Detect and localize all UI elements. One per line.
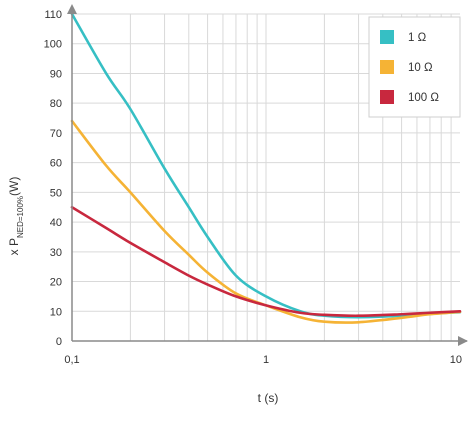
x-tick-label: 0,1	[64, 354, 79, 366]
legend-swatch	[380, 60, 394, 74]
legend-label: 1 Ω	[408, 32, 427, 44]
y-tick-label: 20	[50, 277, 62, 289]
y-axis-label: x PNED=100%(W)	[7, 177, 25, 256]
x-axis-label: t (s)	[258, 391, 279, 405]
y-axis-label-suffix: (W)	[7, 177, 21, 196]
legend-label: 10 Ω	[408, 62, 433, 74]
y-tick-label: 70	[50, 128, 62, 140]
y-tick-label: 0	[56, 336, 62, 348]
x-axis-arrow	[458, 336, 468, 346]
y-tick-label: 10	[50, 306, 62, 318]
y-tick-label: 80	[50, 98, 62, 110]
legend-swatch	[380, 30, 394, 44]
y-axis-arrow	[67, 4, 77, 14]
y-tick-label: 40	[50, 217, 62, 229]
legend-swatch	[380, 90, 394, 104]
x-tick-labels: 0,1 1 10	[64, 354, 462, 366]
y-tick-label: 60	[50, 158, 62, 170]
y-tick-labels: 0 10 20 30 40 50 60 70 80 90 100 110	[44, 9, 62, 348]
x-tick-label: 1	[263, 354, 269, 366]
y-tick-label: 100	[44, 39, 62, 51]
y-tick-label: 30	[50, 247, 62, 259]
series-lines	[70, 12, 462, 324]
legend-label: 100 Ω	[408, 92, 439, 104]
y-axis-label-subscript: NED=100%	[16, 196, 25, 238]
y-tick-label: 110	[44, 9, 62, 21]
axes	[67, 4, 468, 346]
legend: 1 Ω 10 Ω 100 Ω	[368, 16, 461, 118]
x-tick-label: 10	[450, 354, 462, 366]
y-axis-label-prefix: x P	[7, 238, 21, 255]
y-tick-label: 50	[50, 187, 62, 199]
y-tick-label: 90	[50, 68, 62, 80]
series-line-1	[70, 12, 462, 319]
series-line-3	[70, 205, 462, 318]
grid	[72, 13, 460, 341]
